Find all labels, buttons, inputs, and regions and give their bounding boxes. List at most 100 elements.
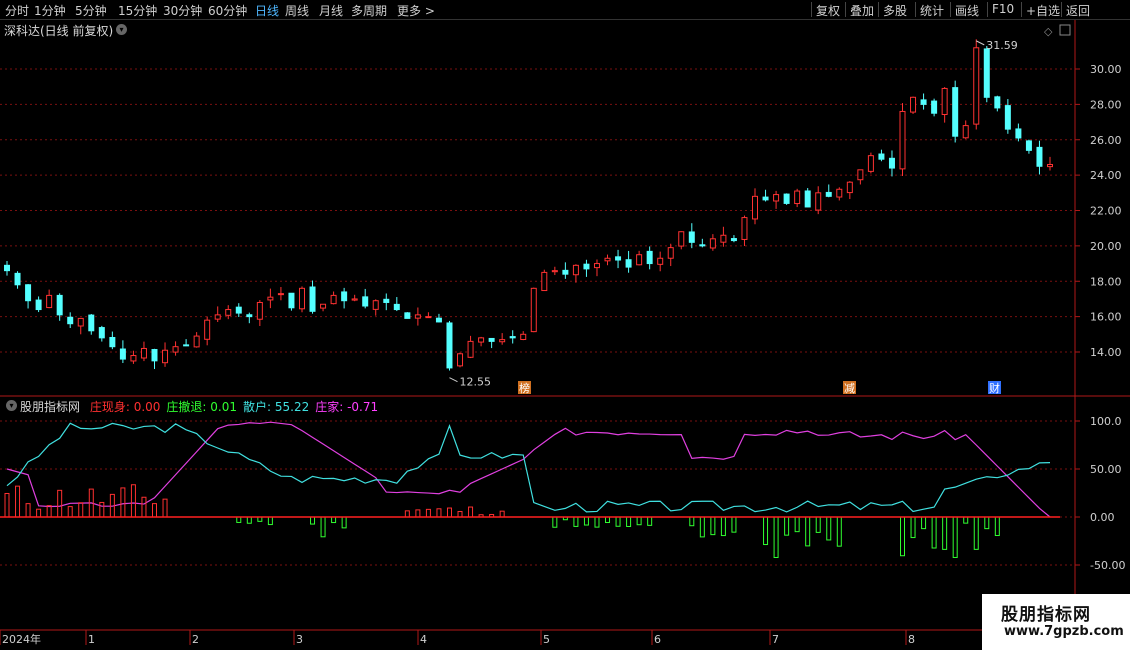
candle-body: [193, 335, 200, 348]
banker-exit-bar: [594, 516, 600, 528]
banker-exit-bar: [720, 516, 726, 537]
time-axis-label-7: 7: [772, 633, 779, 646]
candle-body: [204, 319, 211, 340]
period-tab-6[interactable]: 日线: [255, 4, 280, 18]
period-tab-0[interactable]: 分时: [5, 4, 30, 18]
candle-body: [678, 231, 685, 247]
indicator-dropdown-icon[interactable]: ▾: [6, 400, 17, 411]
candle-body: [320, 303, 327, 309]
candle-body: [341, 291, 348, 302]
toolbar-separator: [1021, 2, 1022, 17]
candle-body: [98, 327, 105, 339]
price-axis-label-7: 16.00: [1090, 311, 1122, 324]
indicator-legend-item-1: 庄撤退: 0.01: [166, 400, 237, 414]
candle-body: [562, 269, 569, 275]
candle-body: [214, 314, 221, 320]
candle-body: [25, 284, 32, 302]
period-tab-3[interactable]: 15分钟: [118, 4, 158, 18]
candle-body: [130, 355, 137, 362]
banker-appear-bar: [425, 508, 431, 518]
event-marker-1: 减: [844, 382, 855, 395]
banker-appear-bar: [67, 506, 73, 518]
banker-exit-bar: [942, 516, 948, 550]
period-tab-5[interactable]: 60分钟: [208, 4, 248, 18]
banker-appear-bar: [130, 484, 136, 518]
candle-body: [1015, 128, 1022, 139]
banker-exit-bar: [784, 516, 790, 536]
candle-body: [1036, 146, 1043, 167]
candle-body: [899, 110, 906, 170]
candle-body: [67, 316, 74, 325]
banker-exit-bar: [310, 516, 316, 525]
candle-body: [225, 309, 232, 316]
indicator-axis-label-3: -50.00: [1090, 559, 1125, 572]
candle-body: [372, 300, 379, 310]
candle-body: [162, 349, 169, 364]
banker-exit-bar: [763, 516, 769, 546]
indicator-name[interactable]: 股朋指标网: [20, 400, 81, 414]
candle-body: [646, 250, 653, 265]
period-tab-10[interactable]: 更多 >: [397, 4, 435, 18]
price-axis-label-1: 28.00: [1090, 98, 1122, 111]
event-marker-0: 榜: [519, 381, 530, 395]
title-dropdown-icon[interactable]: ▾: [116, 24, 127, 35]
candle-body: [730, 238, 737, 242]
candle-body: [425, 316, 432, 319]
candle-body: [667, 247, 674, 259]
candle-body: [404, 312, 411, 319]
banker-exit-bar: [636, 516, 642, 526]
candle-body: [783, 193, 790, 204]
candle-body: [878, 153, 885, 160]
candle-body: [804, 190, 811, 208]
candle-body: [530, 287, 537, 333]
action-button-1[interactable]: 叠加: [850, 4, 875, 18]
candle-body: [4, 264, 10, 272]
action-button-0[interactable]: 复权: [816, 4, 841, 18]
indicator-axis-label-1: 50.00: [1090, 463, 1122, 476]
banker-exit-bar: [794, 516, 800, 533]
chart-title-text: 深科达(日线 前复权): [4, 24, 114, 38]
period-tab-1[interactable]: 1分钟: [34, 4, 66, 18]
time-axis-label-4: 4: [420, 633, 427, 646]
period-tab-8[interactable]: 月线: [319, 4, 344, 18]
period-tab-4[interactable]: 30分钟: [163, 4, 203, 18]
banker-appear-bar: [436, 508, 442, 518]
event-marker-bg-0: [518, 381, 531, 394]
low-price-label: 12.55: [459, 376, 491, 389]
period-tab-2[interactable]: 5分钟: [75, 4, 107, 18]
action-button-2[interactable]: 多股: [883, 4, 908, 18]
banker-exit-bar: [710, 516, 716, 536]
action-button-5[interactable]: F10: [992, 2, 1015, 16]
candle-body: [541, 271, 548, 292]
candle-body: [709, 238, 716, 249]
banker-exit-bar: [731, 516, 737, 533]
action-button-3[interactable]: 统计: [920, 4, 945, 18]
toolbar-separator: [950, 2, 951, 17]
candle-body: [920, 99, 927, 105]
candle-body: [351, 298, 358, 301]
price-axis-label-3: 24.00: [1090, 169, 1122, 182]
toolbar-separator: [1061, 2, 1062, 17]
banker-appear-bar: [4, 492, 10, 518]
candle-body: [77, 317, 84, 327]
period-tab-7[interactable]: 周线: [285, 4, 310, 18]
price-axis-label-4: 22.00: [1090, 205, 1122, 218]
watermark-logo: 股朋指标网 www.7gpzb.com: [982, 594, 1130, 650]
banker-appear-bar: [457, 511, 463, 518]
action-button-4[interactable]: 画线: [955, 4, 980, 18]
high-price-label: 31.59: [986, 39, 1018, 52]
indicator-axis-label-2: 0.00: [1090, 511, 1115, 524]
candle-body: [288, 292, 295, 309]
candle-body: [35, 299, 42, 311]
candle-body: [1004, 105, 1011, 130]
candle-body: [298, 287, 305, 310]
banker-appear-bar: [57, 489, 63, 518]
action-button-7[interactable]: 返回: [1066, 4, 1091, 18]
banker-exit-bar: [952, 516, 958, 558]
action-button-6[interactable]: +自选: [1026, 4, 1061, 18]
candle-body: [888, 157, 895, 169]
period-tab-9[interactable]: 多周期: [351, 4, 388, 18]
banker-exit-bar: [331, 516, 337, 524]
banker-appear-bar: [162, 498, 168, 518]
